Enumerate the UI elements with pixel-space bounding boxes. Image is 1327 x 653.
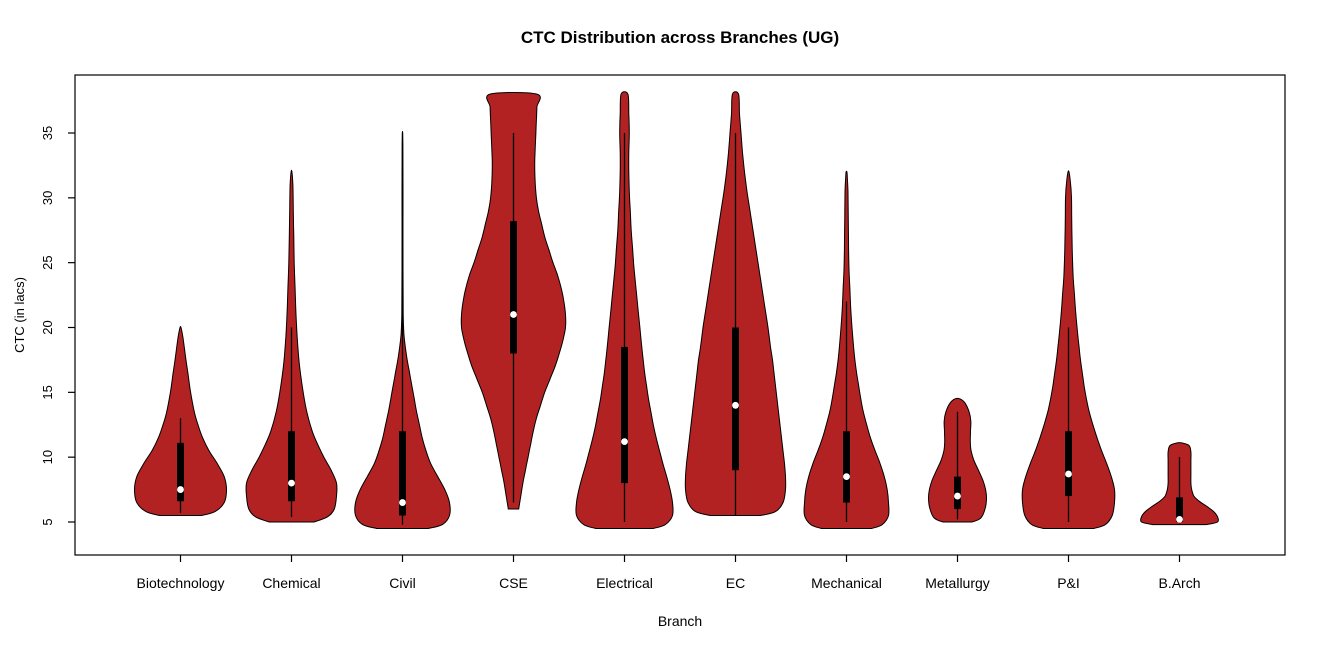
iqr-box (1176, 497, 1183, 522)
y-tick-label: 30 (40, 191, 55, 205)
iqr-box (177, 442, 184, 502)
y-tick-label: 5 (40, 518, 55, 525)
x-category-label: B.Arch (1158, 575, 1200, 591)
iqr-box (510, 221, 517, 354)
x-axis-title: Branch (657, 613, 703, 629)
median-dot (954, 492, 961, 500)
x-category-label: P&I (1057, 575, 1080, 591)
iqr-box (621, 346, 628, 484)
median-dot (621, 438, 628, 446)
iqr-box (399, 431, 406, 516)
violin-ec (684, 91, 787, 516)
violin-chemical (245, 169, 338, 523)
y-tick-label: 10 (40, 450, 55, 464)
x-category-label: EC (726, 575, 745, 591)
x-category-label: Electrical (596, 575, 653, 591)
iqr-box (288, 431, 295, 502)
x-category-label: Civil (389, 575, 415, 591)
x-category-label: Chemical (262, 575, 320, 591)
x-category-label: Biotechnology (137, 575, 225, 591)
median-dot (1176, 516, 1183, 523)
median-dot (510, 311, 517, 318)
median-dot (288, 479, 295, 487)
y-tick-label: 35 (40, 126, 55, 140)
iqr-box (1065, 431, 1072, 497)
violin-cse (460, 91, 567, 510)
x-category-label: Mechanical (811, 575, 882, 591)
violin-biotechnology (133, 325, 228, 516)
median-dot (399, 499, 406, 506)
iqr-box (843, 431, 850, 503)
x-category-label: CSE (499, 575, 528, 591)
violin-mechanical (803, 170, 890, 529)
violin-b-arch (1140, 442, 1219, 526)
y-tick-label: 15 (40, 385, 55, 399)
iqr-box (732, 327, 739, 471)
plot-border (74, 74, 1286, 556)
median-dot (843, 473, 850, 481)
violin-civil (354, 130, 451, 529)
violin-metallurgy (927, 397, 988, 523)
violin-electrical (575, 91, 674, 529)
median-dot (177, 486, 184, 493)
median-dot (1065, 470, 1072, 478)
y-tick-label: 25 (40, 255, 55, 269)
x-category-label: Metallurgy (925, 575, 990, 591)
chart-title: CTC Distribution across Branches (UG) (520, 28, 840, 47)
y-tick-label: 20 (40, 320, 55, 334)
violin-p-i (1021, 170, 1116, 529)
median-dot (732, 401, 739, 409)
